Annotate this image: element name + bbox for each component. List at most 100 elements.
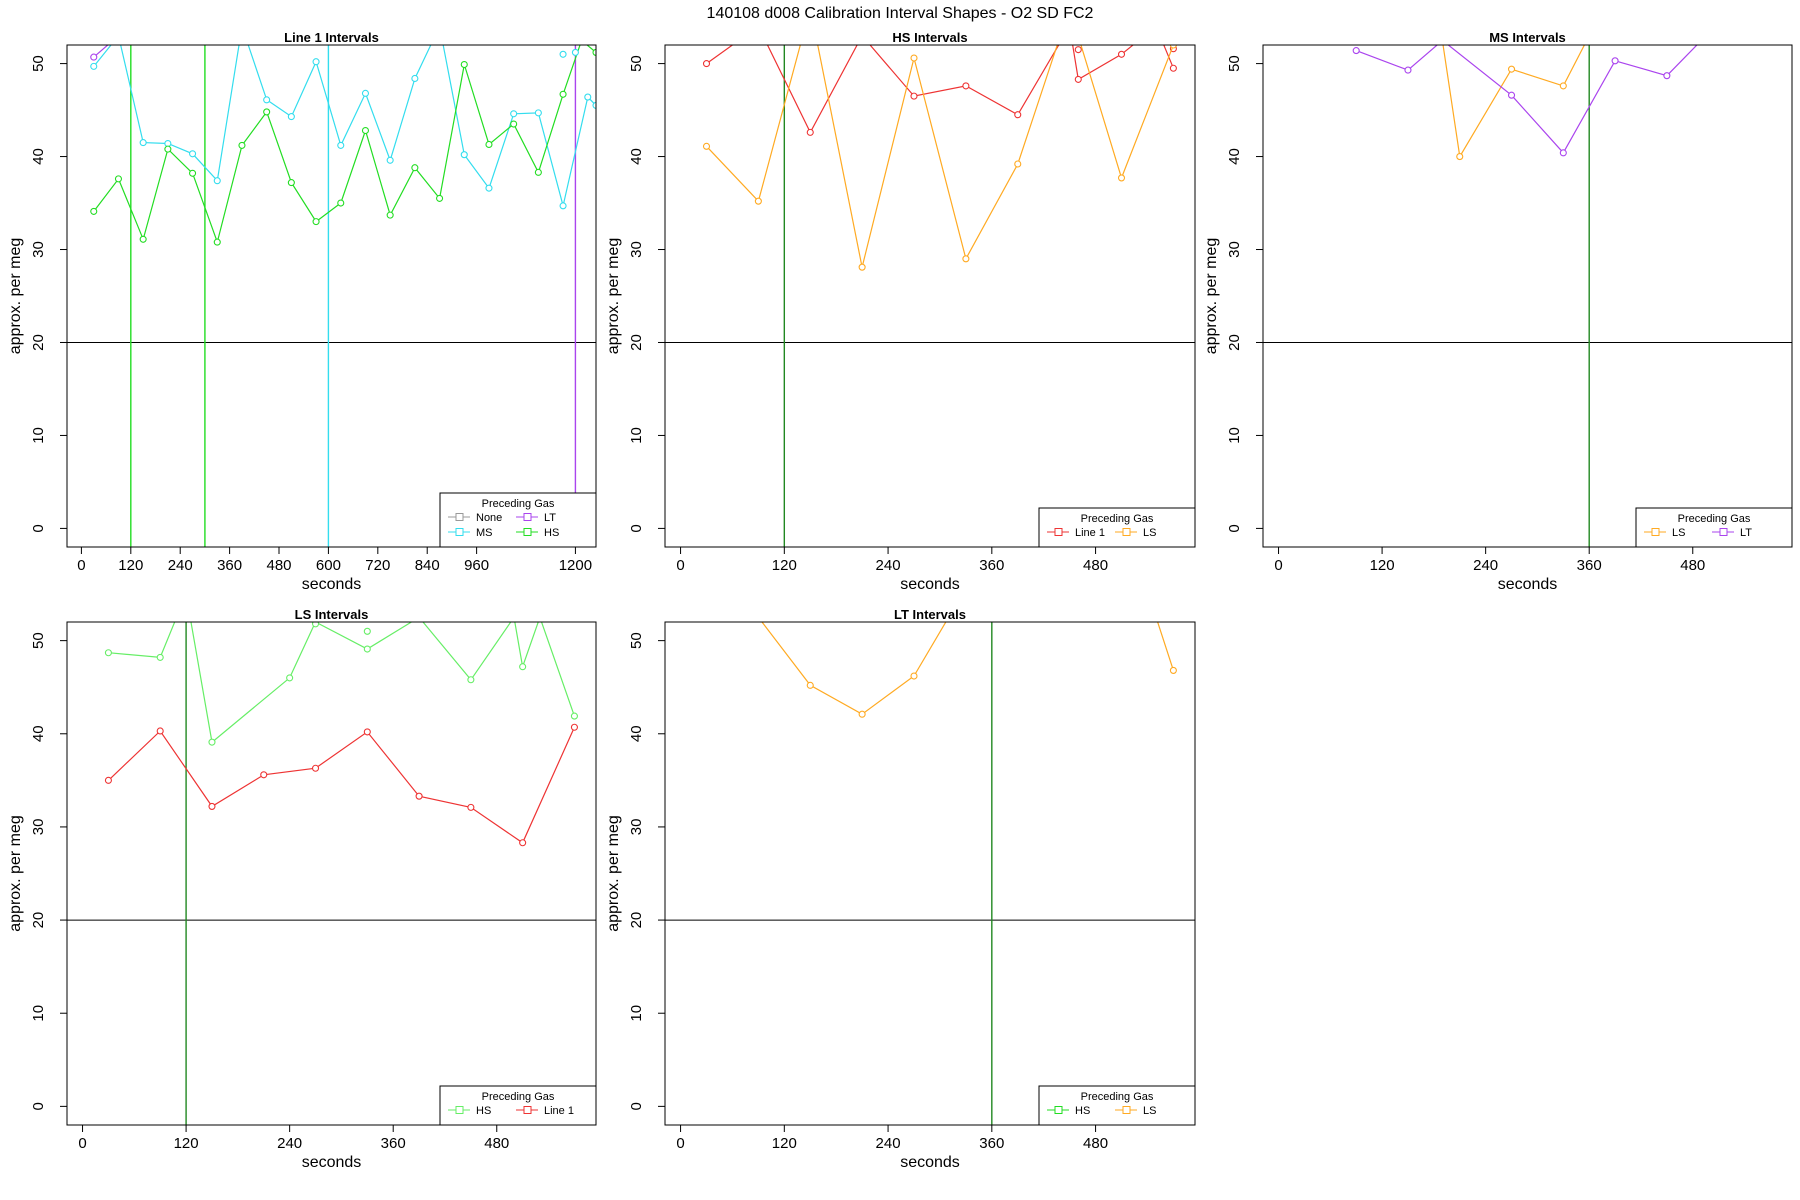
x-axis-label: seconds	[900, 576, 960, 593]
data-point	[263, 96, 271, 104]
y-axis-label: approx. per meg	[1203, 238, 1220, 355]
series-ls	[761, 622, 947, 718]
y-tick-label: 20	[30, 912, 47, 929]
data-point	[139, 139, 147, 147]
data-point	[806, 128, 814, 136]
data-point	[570, 712, 578, 720]
data-point	[436, 194, 444, 202]
legend-marker	[1122, 1106, 1131, 1114]
legend-label: MS	[476, 527, 493, 539]
data-point	[213, 238, 221, 246]
chart-panel-1: Line 1 Intervals 0 120 240 360 480 600 720 840 96…	[7, 30, 597, 593]
series-line	[1157, 622, 1174, 671]
data-point	[312, 58, 320, 66]
series-line	[93, 45, 596, 245]
y-tick-label: 20	[1226, 334, 1243, 351]
series-ls	[702, 45, 1177, 271]
x-axis-label: seconds	[900, 1154, 960, 1171]
plot-area	[665, 622, 1195, 1125]
data-point	[702, 60, 711, 68]
y-tick-label: 20	[628, 334, 645, 351]
data-point	[559, 202, 567, 210]
series-ls	[1442, 45, 1586, 161]
series-hs	[104, 622, 578, 746]
data-point	[386, 211, 394, 219]
data-point	[208, 802, 216, 810]
y-tick-label: 30	[1226, 241, 1243, 258]
x-tick-label: 600	[316, 557, 341, 574]
x-tick-label: 360	[381, 1135, 406, 1152]
data-point	[287, 179, 295, 187]
legend-marker	[455, 528, 464, 536]
x-tick-label: 0	[78, 1135, 86, 1152]
legend-title: Preceding Gas	[1081, 513, 1154, 525]
data-point	[90, 207, 98, 215]
x-axis-label: seconds	[302, 576, 362, 593]
data-point	[104, 776, 112, 784]
legend-box	[439, 492, 597, 548]
data-point	[858, 263, 866, 271]
legend-box	[1635, 507, 1793, 548]
data-point	[910, 54, 918, 62]
legend-entry-ls: LS	[1644, 527, 1685, 539]
series-line	[107, 727, 575, 844]
data-point	[139, 235, 147, 243]
data-point	[754, 197, 762, 205]
data-point	[534, 168, 542, 176]
legend: Preceding Gas Line 1 LS	[1038, 507, 1196, 548]
data-point	[1074, 46, 1082, 54]
legend-title: Preceding Gas	[1081, 1091, 1154, 1103]
data-point	[363, 627, 371, 635]
x-axis-label: seconds	[302, 1154, 362, 1171]
x-tick-label: 0	[676, 557, 684, 574]
series-line	[93, 45, 109, 58]
chart-title: HS Intervals	[892, 30, 967, 45]
x-tick-label: 0	[676, 1135, 684, 1152]
data-point	[559, 50, 567, 58]
data-point	[460, 151, 468, 159]
series-line	[761, 622, 947, 715]
y-tick-label: 50	[30, 55, 47, 72]
chart-panel-5: LT Intervals 0 120 240 360 480 seconds 0 10 20 30 4…	[605, 607, 1196, 1171]
x-tick-label: 360	[217, 557, 242, 574]
y-axis-label: approx. per meg	[7, 815, 24, 932]
x-tick-label: 0	[77, 557, 85, 574]
data-point	[702, 142, 711, 150]
data-point	[584, 93, 592, 101]
series-line-1	[702, 45, 1177, 136]
y-tick-label: 10	[628, 1005, 645, 1022]
x-tick-label: 960	[464, 557, 489, 574]
legend-marker	[1054, 528, 1063, 536]
plot-area	[67, 45, 596, 547]
data-point	[114, 175, 123, 183]
legend-entry-none: None	[448, 512, 502, 524]
x-tick-label: 840	[415, 557, 440, 574]
data-point	[1663, 72, 1671, 80]
data-point	[164, 145, 172, 153]
legend-box	[1038, 507, 1196, 548]
legend-label: Line 1	[1075, 527, 1105, 539]
data-point	[1611, 57, 1619, 65]
x-tick-label: 480	[1680, 557, 1705, 574]
y-tick-label: 50	[1226, 55, 1243, 72]
x-tick-label: 240	[876, 557, 901, 574]
data-point	[213, 177, 221, 185]
data-point	[1404, 66, 1412, 74]
x-tick-label: 480	[1083, 1135, 1108, 1152]
y-axis-label: approx. per meg	[605, 815, 622, 932]
legend-marker	[1054, 1106, 1063, 1114]
legend-label: LT	[544, 512, 556, 524]
plot-frame	[664, 621, 1196, 1126]
plot-frame	[66, 44, 597, 548]
data-point	[962, 82, 970, 90]
y-tick-label: 0	[628, 1102, 645, 1110]
y-tick-label: 40	[30, 148, 47, 165]
legend-title: Preceding Gas	[1678, 513, 1751, 525]
legend-marker	[1719, 528, 1728, 536]
y-tick-label: 30	[628, 241, 645, 258]
y-tick-label: 20	[628, 912, 645, 929]
data-point	[337, 199, 345, 207]
data-point	[1117, 50, 1126, 58]
series-line	[93, 45, 596, 206]
